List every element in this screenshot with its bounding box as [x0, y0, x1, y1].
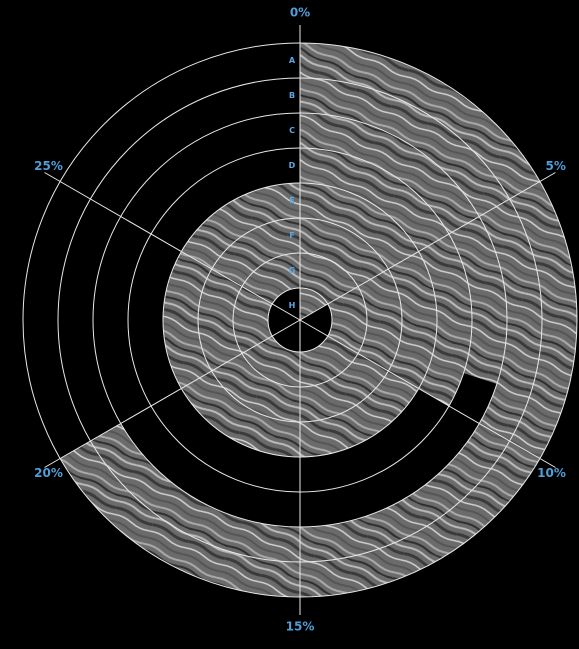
angle-tick-label: 0% — [290, 6, 310, 20]
spoke — [44, 172, 301, 321]
ring-label: D — [289, 161, 296, 170]
radial-bar — [300, 113, 507, 384]
angle-tick-label: 15% — [286, 620, 315, 634]
spoke — [299, 172, 556, 321]
spoke — [299, 319, 556, 468]
radial-bar — [300, 148, 472, 406]
ring-label: G — [289, 266, 296, 275]
ring-label: F — [289, 231, 294, 240]
angle-tick-label: 25% — [34, 159, 63, 173]
ring-label: H — [289, 301, 296, 310]
ring-label: B — [289, 91, 295, 100]
spoke — [44, 319, 301, 468]
ring-label: E — [289, 196, 294, 205]
angle-tick-label: 5% — [545, 159, 565, 173]
angle-tick-label: 20% — [34, 466, 63, 480]
angle-tick-label: 10% — [537, 466, 566, 480]
radial-bar — [232, 253, 368, 387]
ring-label: C — [289, 126, 295, 135]
radial-bar — [197, 218, 403, 422]
ring-label: A — [289, 56, 296, 65]
